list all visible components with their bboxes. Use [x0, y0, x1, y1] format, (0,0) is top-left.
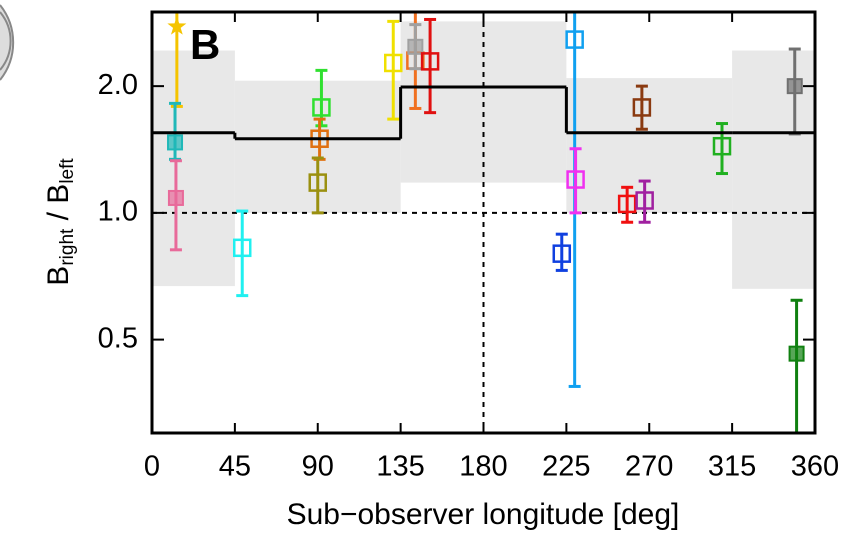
- x-tick-label: 270: [625, 451, 673, 483]
- x-tick-label: 90: [302, 451, 334, 483]
- y-tick-label: 1.0: [98, 196, 138, 228]
- marker: [167, 134, 184, 151]
- marker: [635, 191, 654, 210]
- data-point: [384, 19, 403, 121]
- data-point: [312, 68, 331, 128]
- marker: [788, 345, 805, 362]
- marker: [786, 78, 803, 95]
- marker: [420, 52, 440, 71]
- data-point: [167, 159, 184, 252]
- marker: [407, 38, 424, 55]
- data-point: [552, 232, 572, 272]
- x-tick-label: 135: [376, 451, 424, 483]
- x-tick-label: 0: [144, 451, 160, 483]
- data-point: [788, 298, 805, 433]
- data-point: [420, 17, 440, 115]
- y-title-sub: right: [57, 228, 78, 266]
- marker: [384, 53, 403, 73]
- marker: [232, 238, 252, 258]
- marker: [167, 16, 187, 35]
- panel-label: B: [190, 21, 220, 68]
- y-axis-title: Bright / Bleft: [42, 158, 78, 286]
- marker: [712, 136, 732, 156]
- data-point: [407, 23, 424, 71]
- x-tick-label: 180: [459, 451, 507, 483]
- data-point: [167, 12, 187, 108]
- y-title-part: /: [42, 204, 75, 229]
- data-point: [617, 185, 637, 224]
- plot-area: [152, 12, 815, 433]
- data-point: [308, 156, 327, 215]
- x-axis-title: Sub−observer longitude [deg]: [287, 498, 680, 531]
- uncertainty-band: [152, 50, 235, 287]
- x-tick-label: 225: [542, 451, 590, 483]
- data-point: [635, 179, 654, 224]
- marker: [565, 30, 584, 49]
- y-title-part: B: [42, 266, 75, 286]
- decoration: [0, 4, 15, 81]
- marker: [312, 98, 331, 117]
- x-tick-label: 315: [708, 451, 756, 483]
- marker: [632, 98, 652, 117]
- y-tick-label: 0.5: [98, 322, 138, 354]
- data-point: [232, 209, 252, 298]
- x-tick-label: 45: [219, 451, 251, 483]
- marker: [552, 244, 572, 263]
- data-point: [566, 147, 585, 215]
- y-title-part: B: [42, 184, 75, 204]
- data-point: [632, 84, 652, 131]
- marker: [167, 189, 184, 206]
- y-title-sub: left: [57, 158, 78, 184]
- x-tick-label: 360: [791, 451, 839, 483]
- marker: [617, 194, 637, 214]
- marker: [308, 173, 327, 192]
- y-tick-label: 2.0: [98, 69, 138, 101]
- marker: [566, 170, 585, 189]
